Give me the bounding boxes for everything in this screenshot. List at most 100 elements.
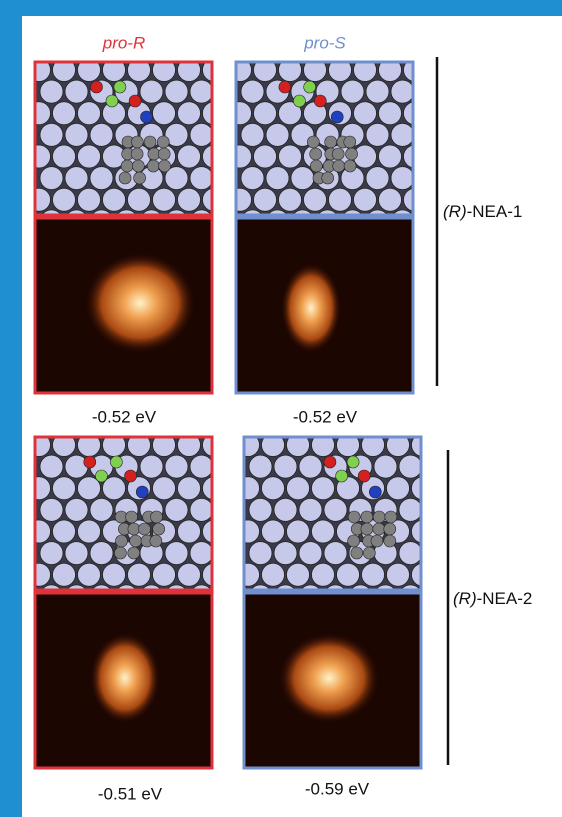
surface-atom xyxy=(390,166,413,191)
surface-atom xyxy=(353,62,377,82)
surface-atom xyxy=(52,519,76,544)
surface-atom xyxy=(286,519,310,544)
row-label-prefix: (R) xyxy=(443,202,467,221)
surface-atom xyxy=(323,497,348,522)
surface-atom xyxy=(328,187,352,212)
surface-atom xyxy=(248,454,273,479)
molecule-atom xyxy=(343,159,357,173)
surface-atom xyxy=(35,437,51,457)
surface-atom xyxy=(286,562,310,587)
surface-atom xyxy=(77,101,101,126)
surface-atom xyxy=(189,122,212,147)
surface-atom xyxy=(164,454,189,479)
surface-atom xyxy=(386,562,410,587)
surface-atom xyxy=(152,62,176,82)
molecule-atom xyxy=(360,510,374,524)
surface-atom xyxy=(177,62,201,82)
surface-atom xyxy=(278,101,302,126)
surface-atom xyxy=(378,101,402,126)
surface-atom xyxy=(64,122,89,147)
model-border xyxy=(242,435,423,592)
molecule-atom xyxy=(335,469,348,483)
molecule-atom xyxy=(158,159,171,173)
surface-atom xyxy=(411,519,421,544)
surface-atom xyxy=(177,519,201,544)
molecule-atom xyxy=(124,469,137,483)
molecule-atom xyxy=(370,534,384,548)
surface-atom xyxy=(39,541,64,566)
molecule-atom xyxy=(127,546,141,560)
surface-atom xyxy=(273,454,298,479)
surface-atom xyxy=(286,437,310,457)
surface-atom xyxy=(35,476,51,501)
surface-atom xyxy=(39,79,64,104)
surface-atom xyxy=(39,166,64,191)
surface-atom xyxy=(398,497,421,522)
molecule-atom xyxy=(131,135,144,149)
surface-atom xyxy=(77,519,101,544)
surface-atom xyxy=(411,437,421,457)
surface-atom xyxy=(52,101,76,126)
molecule-atom xyxy=(330,110,344,124)
column-label: pro-S xyxy=(303,33,346,52)
surface-atom xyxy=(298,497,323,522)
surface-atom xyxy=(35,187,51,212)
molecular-model xyxy=(236,62,413,215)
surface-atom xyxy=(52,187,76,212)
surface-atom xyxy=(39,454,64,479)
molecule-atom xyxy=(384,510,398,524)
surface-atom xyxy=(403,101,413,125)
surface-atom xyxy=(164,122,189,147)
surface-atom xyxy=(365,79,390,104)
surface-atom xyxy=(253,144,277,169)
molecular-model xyxy=(35,62,212,215)
surface-atom xyxy=(64,166,89,191)
surface-atom xyxy=(240,122,265,147)
surface-atom xyxy=(303,187,327,212)
surface-atom xyxy=(177,562,201,587)
molecule-atom xyxy=(331,147,345,161)
surface-atom xyxy=(361,437,385,457)
surface-atom xyxy=(102,476,126,501)
surface-atom xyxy=(403,144,413,169)
surface-atom xyxy=(189,79,212,104)
surface-atom xyxy=(290,166,315,191)
molecule-atom xyxy=(147,159,160,173)
surface-atom xyxy=(102,62,126,82)
surface-atom xyxy=(398,454,421,479)
molecule-atom xyxy=(309,147,323,161)
molecule-atom xyxy=(118,171,132,185)
surface-atom xyxy=(177,437,201,457)
molecule-atom xyxy=(113,80,127,94)
molecule-atom xyxy=(150,510,163,524)
molecule-atom xyxy=(313,94,327,108)
surface-atom xyxy=(265,122,290,147)
surface-atom xyxy=(378,62,402,82)
surface-atom xyxy=(64,497,89,522)
surface-atom xyxy=(35,519,51,544)
molecule-atom xyxy=(343,135,357,149)
surface-atom xyxy=(236,62,252,82)
row-label: (R)-NEA-1 xyxy=(443,202,522,221)
molecule-atom xyxy=(332,159,346,173)
surface-atom xyxy=(89,122,114,147)
surface-atom xyxy=(152,562,176,587)
molecule-atom xyxy=(105,94,119,108)
surface-atom xyxy=(378,144,402,169)
surface-atom xyxy=(127,437,151,457)
stm-feature xyxy=(281,263,341,353)
energy-label: -0.52 eV xyxy=(293,407,358,426)
surface-atom xyxy=(278,187,302,212)
molecule-atom xyxy=(130,147,144,161)
surface-atom xyxy=(311,519,335,544)
surface-atom xyxy=(240,166,265,191)
surface-atom xyxy=(52,476,76,501)
surface-atom xyxy=(202,563,212,587)
surface-atom xyxy=(236,101,252,126)
surface-atom xyxy=(398,541,421,566)
stm-border xyxy=(234,216,415,395)
surface-atom xyxy=(261,562,285,587)
surface-atom xyxy=(189,497,212,522)
